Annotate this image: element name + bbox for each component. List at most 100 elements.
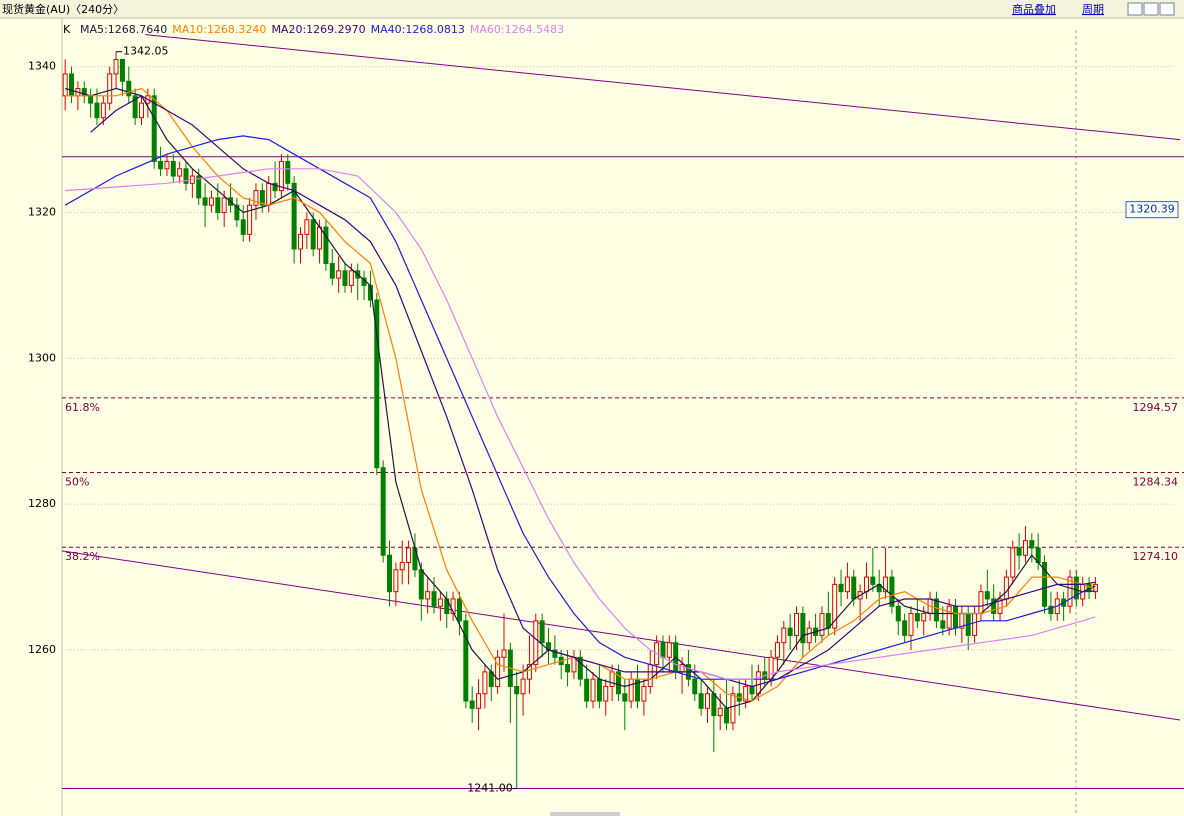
candle-body <box>469 700 475 709</box>
period-button[interactable]: 周期 <box>1082 3 1104 16</box>
nav-right[interactable] <box>1143 2 1159 16</box>
y-tick-label: 1300 <box>28 351 56 364</box>
candle-body <box>628 678 634 702</box>
candle-body <box>164 160 170 170</box>
candle-body <box>908 613 914 636</box>
ma-line <box>64 135 1096 680</box>
candle-body <box>317 226 323 250</box>
candle-body <box>584 678 590 702</box>
candle-body <box>387 554 393 593</box>
candle-body <box>787 627 793 636</box>
candle-body <box>247 204 253 235</box>
candle-body <box>94 102 100 119</box>
candle-body <box>565 664 571 673</box>
candle-body <box>819 613 825 636</box>
candle-body <box>895 605 901 622</box>
candle-body <box>603 685 609 702</box>
candle-body <box>69 73 75 97</box>
candle-body <box>310 219 316 250</box>
candle-body <box>647 664 653 687</box>
candle-body <box>1003 576 1009 600</box>
candle-body <box>1073 576 1079 600</box>
ma-line <box>65 87 1096 702</box>
candle-body <box>177 168 183 177</box>
nav-icons[interactable] <box>1127 2 1175 16</box>
candle-body <box>278 160 284 192</box>
candle-body <box>889 576 895 607</box>
candle-body <box>342 270 348 286</box>
candle-body <box>1016 547 1022 556</box>
nav-left[interactable] <box>1127 2 1143 16</box>
candle-body <box>100 102 106 119</box>
candle-body <box>374 299 380 469</box>
candle-body <box>170 160 176 177</box>
candle-body <box>418 569 424 600</box>
candle-body <box>711 693 717 717</box>
candle-body <box>425 591 431 600</box>
candle-body <box>851 576 857 600</box>
nav-end[interactable] <box>1159 2 1175 16</box>
candle-body <box>717 707 723 717</box>
candle-body <box>704 693 710 709</box>
fib-value: 1284.34 <box>1133 476 1179 489</box>
candle-body <box>463 620 469 702</box>
candle-body <box>88 95 94 104</box>
candle-body <box>533 620 539 666</box>
candle-body <box>953 605 959 629</box>
candle-body <box>800 613 806 644</box>
scrollbar[interactable] <box>550 812 620 816</box>
candle-body <box>202 197 208 206</box>
candle-body <box>997 598 1003 615</box>
candle-body <box>972 613 978 636</box>
candle-body <box>406 547 412 564</box>
candle-body <box>552 649 558 658</box>
candle-body <box>692 678 698 695</box>
candle-body <box>234 204 240 221</box>
candle-body <box>399 562 405 571</box>
candle-body <box>806 627 812 644</box>
candle-body <box>215 197 221 214</box>
candle-body <box>253 190 259 206</box>
candle-body <box>921 613 927 622</box>
candle-body <box>221 197 227 214</box>
candle-body <box>870 576 876 585</box>
candle-body <box>749 685 755 695</box>
candle-body <box>615 671 621 695</box>
annotation-label: 1241.00 <box>467 782 513 795</box>
fib-name: 50% <box>65 476 89 489</box>
cursor-price: 1320.39 <box>1129 203 1175 216</box>
candle-body <box>501 649 507 658</box>
overlay-button[interactable]: 商品叠加 <box>1012 2 1056 16</box>
candle-body <box>476 693 482 709</box>
candle-body <box>126 80 132 97</box>
top-bar <box>0 0 1184 18</box>
candle-body <box>329 263 335 279</box>
candle-body <box>590 678 596 702</box>
candle-body <box>183 168 189 184</box>
candle-body <box>482 671 488 695</box>
fib-value: 1294.57 <box>1133 401 1179 414</box>
candle-body <box>208 197 214 206</box>
candle-body <box>902 620 908 636</box>
candle-body <box>832 583 838 629</box>
candle-body <box>946 605 952 629</box>
ma-line <box>90 95 1096 688</box>
cursor-price-box <box>1125 201 1179 219</box>
candle-body <box>743 685 749 702</box>
candle-body <box>883 576 889 593</box>
candle-body <box>348 270 354 286</box>
candle-body <box>132 95 138 119</box>
candle-body <box>196 175 202 199</box>
legend-entry: MA20:1269.2970 <box>271 23 365 36</box>
candle-body <box>609 671 615 687</box>
candle-body <box>539 620 545 644</box>
chart-label: K <box>63 23 71 36</box>
candle-body <box>119 58 125 82</box>
candle-body <box>863 576 869 593</box>
candle-body <box>622 693 628 702</box>
y-tick-label: 1320 <box>28 206 56 219</box>
annotation-label: 1342.05 <box>123 45 169 58</box>
candle-body <box>107 73 113 104</box>
